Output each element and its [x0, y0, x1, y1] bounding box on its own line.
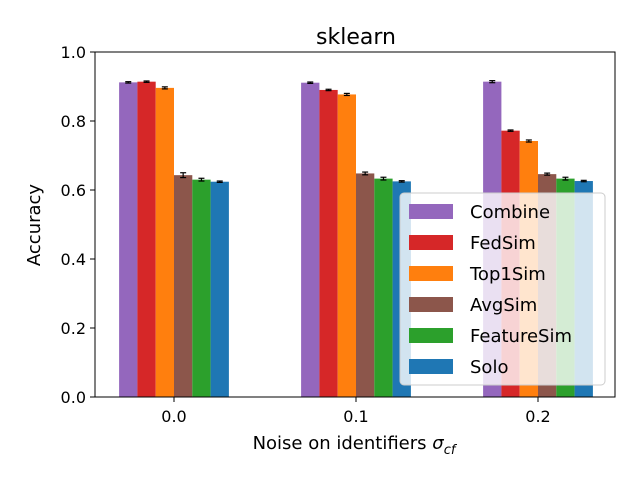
x-axis: 0.0 0.1 0.2	[161, 397, 551, 426]
legend-label-avgsim: AvgSim	[470, 295, 537, 316]
x-axis-label-symbol: σ	[432, 433, 444, 454]
y-tick-label: 0.8	[61, 112, 86, 131]
y-axis-label: Accuracy	[24, 184, 45, 267]
bar-fedsim-0.0	[137, 81, 156, 398]
legend-swatch-solo	[409, 359, 453, 374]
legend-label-solo: Solo	[470, 357, 508, 378]
bar-featuresim-0.0	[192, 179, 211, 397]
chart-title: sklearn	[316, 25, 396, 50]
plot-frame	[94, 51, 616, 398]
bar-featuresim-0.1	[374, 178, 393, 397]
bar-combine-0.0	[119, 82, 138, 398]
x-tick-label: 0.1	[343, 407, 368, 426]
legend-label-fedsim: FedSim	[470, 233, 536, 254]
x-axis-label-text: Noise on identifiers	[253, 433, 433, 454]
y-axis: 0.0 0.2 0.4 0.6 0.8 1.0	[61, 43, 95, 407]
bar-avgsim-0.1	[356, 173, 375, 397]
y-tick-label: 0.4	[61, 250, 86, 269]
bar-combine-0.1	[301, 82, 320, 397]
bar-solo-0.0	[210, 181, 229, 397]
bar-fedsim-0.1	[319, 89, 338, 397]
legend-swatch-combine	[409, 204, 453, 219]
x-axis-label-subscript: cf	[444, 443, 458, 458]
legend-label-top1sim: Top1Sim	[469, 264, 546, 285]
bar-avgsim-0.0	[174, 175, 193, 397]
legend-label-combine: Combine	[470, 202, 550, 223]
x-axis-label: Noise on identifiers σcf	[253, 433, 458, 458]
error-bars-group	[125, 80, 587, 184]
legend-swatch-top1sim	[409, 266, 453, 281]
bar-top1sim-0.0	[155, 87, 174, 397]
y-tick-label: 0.2	[61, 319, 86, 338]
y-tick-label: 0.6	[61, 181, 86, 200]
legend-swatch-avgsim	[409, 297, 453, 312]
y-tick-label: 0.0	[61, 388, 86, 407]
legend-label-featuresim: FeatureSim	[470, 326, 572, 347]
legend-swatch-featuresim	[409, 328, 453, 343]
legend: Combine FedSim Top1Sim AvgSim FeatureSim Solo	[399, 192, 606, 386]
x-tick-label: 0.0	[161, 407, 186, 426]
legend-swatch-fedsim	[409, 235, 453, 250]
bar-top1sim-0.1	[337, 94, 356, 397]
y-tick-label: 1.0	[61, 43, 86, 62]
x-tick-label: 0.2	[525, 407, 550, 426]
